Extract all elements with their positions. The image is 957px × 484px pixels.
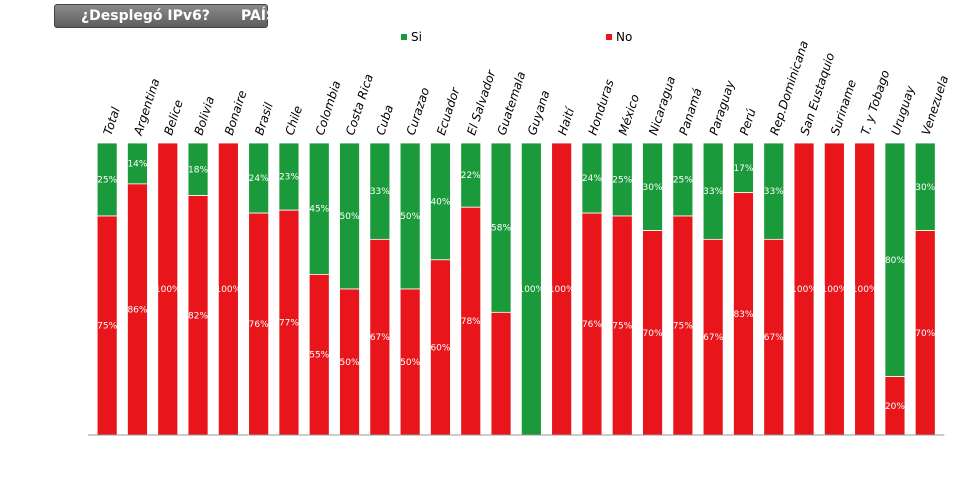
category-label-16: Honduras	[585, 78, 616, 137]
dimension-label: PAÍS	[241, 8, 277, 24]
data-label-no-17: 75%	[612, 322, 632, 332]
category-label-18: Nicaragua	[646, 74, 678, 136]
data-label-no-21: 83%	[733, 310, 753, 320]
legend-swatch-no	[606, 34, 612, 40]
data-label-no-1: 86%	[127, 305, 147, 315]
data-label-no-24: 100%	[821, 285, 847, 295]
category-label-27: Venezuela	[919, 74, 951, 137]
category-label-24: Suriname	[828, 78, 859, 137]
data-label-no-5: 76%	[249, 320, 269, 330]
legend-label-si: Si	[411, 30, 422, 44]
category-label-10: Curazao	[404, 86, 433, 137]
data-label-si-1: 14%	[127, 159, 147, 169]
category-label-25: T. y Tobago	[858, 68, 892, 137]
data-label-no-11: 60%	[430, 343, 450, 353]
category-label-8: Costa Rica	[343, 72, 376, 137]
category-label-19: Panamá	[676, 86, 704, 137]
data-label-no-19: 75%	[673, 322, 693, 332]
data-label-no-20: 67%	[703, 333, 723, 343]
bar-no-13	[490, 311, 512, 436]
data-label-no-9: 67%	[370, 333, 390, 343]
category-label-26: Uruguay	[888, 83, 917, 137]
data-label-no-7: 55%	[309, 351, 329, 361]
data-label-no-26: 20%	[885, 402, 905, 412]
data-label-si-20: 33%	[703, 187, 723, 197]
category-label-12: El Salvador	[464, 68, 498, 137]
bars: 25% 75% 14% 86% 100% 18% 82% 100% 24% 76% 23% 77% 45…	[96, 142, 936, 436]
category-label-9: Cuba	[373, 103, 396, 137]
category-label-2: Belice	[161, 98, 186, 137]
data-label-si-9: 33%	[370, 187, 390, 197]
category-label-3: Bolivia	[192, 95, 218, 137]
data-label-no-12: 78%	[461, 317, 481, 327]
category-label-6: Chile	[282, 104, 305, 137]
data-label-no-10: 50%	[400, 358, 420, 368]
data-label-no-18: 70%	[643, 329, 663, 339]
data-label-si-12: 22%	[461, 171, 481, 181]
data-label-si-11: 40%	[430, 197, 450, 207]
data-label-si-18: 30%	[643, 183, 663, 193]
data-label-si-22: 33%	[764, 187, 784, 197]
category-label-14: Guyana	[525, 89, 553, 137]
category-label-0: Total	[101, 105, 123, 137]
data-label-no-15: 100%	[549, 285, 575, 295]
data-label-si-8: 50%	[340, 212, 360, 222]
data-label-no-8: 50%	[340, 358, 360, 368]
data-label-no-25: 100%	[852, 285, 878, 295]
data-label-si-10: 50%	[400, 212, 420, 222]
data-label-no-23: 100%	[791, 285, 817, 295]
legend-label-no: No	[616, 30, 632, 44]
data-label-si-0: 25%	[97, 176, 117, 186]
legend: Si No	[401, 30, 632, 44]
data-label-no-3: 82%	[188, 311, 208, 321]
data-label-no-27: 70%	[915, 329, 935, 339]
data-label-no-4: 100%	[215, 285, 241, 295]
category-label-4: Bonaire	[222, 89, 250, 137]
chart-title-box: ¿Desplegó IPv6? PAÍS	[54, 4, 276, 28]
data-label-no-6: 77%	[279, 319, 299, 329]
legend-swatch-si	[401, 34, 407, 40]
category-label-21: Perú	[737, 106, 759, 137]
data-label-si-7: 45%	[309, 205, 329, 215]
data-label-si-14: 100%	[518, 285, 544, 295]
data-label-no-22: 67%	[764, 333, 784, 343]
data-label-si-3: 18%	[188, 165, 208, 175]
category-label-20: Paraguay	[707, 78, 738, 137]
category-label-1: Argentina	[131, 77, 163, 138]
data-label-si-16: 24%	[582, 174, 602, 184]
data-label-si-13: 58%	[491, 224, 511, 234]
data-label-si-17: 25%	[612, 176, 632, 186]
data-label-no-2: 100%	[155, 285, 181, 295]
data-label-si-21: 17%	[733, 164, 753, 174]
data-label-si-5: 24%	[249, 174, 269, 184]
category-label-11: Ecuador	[434, 85, 463, 137]
category-label-13: Guatemala	[495, 70, 529, 137]
question-label: ¿Desplegó IPv6?	[81, 8, 210, 24]
data-label-si-27: 30%	[915, 183, 935, 193]
data-label-si-26: 80%	[885, 256, 905, 266]
category-label-17: México	[616, 93, 642, 137]
category-label-5: Brasil	[252, 100, 276, 137]
data-label-si-19: 25%	[673, 176, 693, 186]
data-label-si-6: 23%	[279, 173, 299, 183]
category-label-7: Colombia	[313, 79, 344, 137]
data-label-no-0: 75%	[97, 322, 117, 332]
data-label-no-16: 76%	[582, 320, 602, 330]
category-label-15: Haití	[555, 105, 577, 137]
